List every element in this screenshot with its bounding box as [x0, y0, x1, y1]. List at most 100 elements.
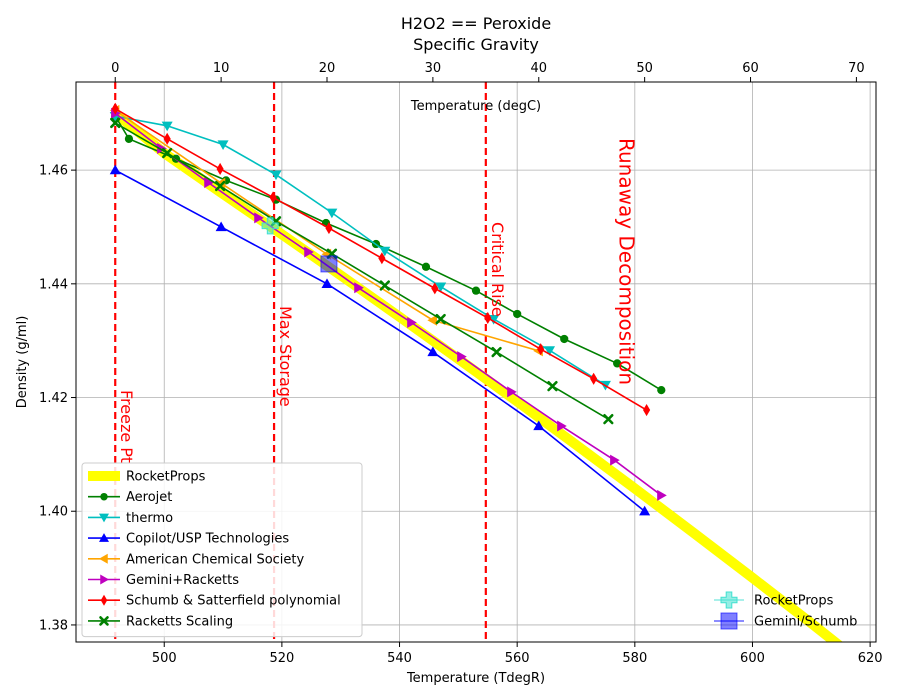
point-marker: [261, 217, 279, 235]
legend-entry: American Chemical Society: [88, 552, 305, 567]
legend-label: Aerojet: [126, 490, 172, 505]
series-line: [115, 115, 606, 386]
data-point: [124, 134, 134, 143]
point-legend-label: Gemini/Schumb: [754, 615, 857, 630]
data-point: [457, 351, 467, 363]
series-line: [114, 112, 662, 496]
y-tick-label: 1.42: [39, 391, 68, 406]
point-legend-marker: [720, 591, 738, 609]
data-point: [603, 413, 614, 425]
data-point: [162, 147, 173, 159]
data-point: [427, 346, 439, 357]
legend-entry: Gemini+Racketts: [88, 573, 239, 588]
series-line: [114, 169, 646, 512]
data-point: [484, 311, 492, 324]
legend-entry: Copilot/USP Technologies: [88, 532, 289, 547]
data-point: [216, 162, 224, 176]
x-tick-label: 520: [269, 651, 294, 666]
data-point: [379, 280, 390, 291]
data-point: [435, 313, 446, 325]
legend-label: thermo: [126, 511, 173, 526]
runaway-annotation: Runaway Decomposition: [614, 138, 638, 385]
legend-marker: [100, 594, 108, 606]
chart-subtitle: Specific Gravity: [413, 35, 539, 54]
series-2: [109, 111, 611, 391]
data-point: [325, 222, 333, 235]
x-tick-label: 560: [505, 651, 530, 666]
top-tick-label: 0: [111, 61, 119, 76]
data-point: [215, 221, 227, 232]
data-point: [639, 505, 651, 516]
y-tick-label: 1.40: [39, 505, 68, 520]
legend-entry: thermo: [88, 511, 173, 526]
top-axis-label: Temperature (degC): [410, 99, 541, 114]
data-point: [163, 132, 171, 145]
point-legend-marker: [720, 612, 738, 630]
y-axis-label: Density (g/ml): [15, 316, 30, 409]
legend-marker: [100, 574, 109, 585]
data-point: [157, 143, 167, 155]
data-point: [215, 177, 226, 189]
data-point: [507, 386, 517, 398]
point-marker: [320, 255, 338, 273]
data-point: [537, 343, 545, 356]
ticks: 500 520 540 560 580 600 6201.381.401.421.441.4…: [39, 61, 882, 666]
legend-entry: Aerojet: [88, 490, 172, 505]
data-point: [304, 246, 314, 258]
data-point: [321, 278, 333, 288]
legend-label: Copilot/USP Technologies: [126, 532, 289, 547]
data-point: [109, 164, 121, 175]
data-point: [407, 316, 417, 328]
data-point: [435, 282, 447, 293]
data-point: [214, 180, 226, 192]
data-point: [513, 309, 522, 319]
data-point: [643, 403, 651, 417]
top-tick-label: 20: [319, 61, 336, 76]
data-point: [217, 140, 229, 151]
legend-label: Schumb & Satterfield polynomial: [126, 594, 341, 609]
legend-entry: RocketProps: [88, 470, 206, 485]
data-point: [613, 359, 622, 368]
data-point: [657, 489, 667, 501]
top-tick-label: 50: [636, 61, 653, 76]
data-point: [111, 102, 119, 115]
x-tick-label: 500: [152, 651, 177, 666]
point-legend-entry: Gemini/Schumb: [714, 612, 857, 630]
x-tick-label: 540: [387, 651, 412, 666]
legend-label: Gemini+Racketts: [126, 573, 239, 588]
y-tick-label: 1.44: [39, 277, 68, 292]
point-legend-entry: RocketProps: [714, 591, 834, 609]
data-point: [590, 372, 598, 385]
top-tick-label: 40: [530, 61, 547, 76]
series-3: [109, 164, 651, 516]
legend-marker: [99, 513, 109, 523]
vline-label: Freeze Pt: [117, 390, 136, 463]
vline-label: Max Storage: [276, 306, 295, 407]
top-tick-label: 10: [213, 61, 230, 76]
data-point: [491, 346, 502, 358]
point-legend: RocketProps Gemini/Schumb: [714, 591, 857, 630]
data-point: [269, 191, 277, 204]
vline-label: Critical Rise: [488, 222, 507, 317]
data-point: [204, 177, 214, 189]
data-point: [610, 454, 620, 466]
data-point: [421, 262, 431, 271]
x-axis-label: Temperature (TdegR): [406, 671, 545, 686]
annotations: Freeze Pt Max Storage Critical Rise Runaway…: [117, 138, 638, 463]
data-point: [560, 334, 569, 344]
data-point: [354, 282, 364, 294]
legend-label: American Chemical Society: [126, 552, 305, 567]
series-7: [110, 117, 614, 425]
data-point: [557, 420, 567, 432]
data-point: [270, 170, 282, 181]
legend-entry: Racketts Scaling: [88, 614, 233, 629]
legend-marker: [100, 492, 108, 501]
data-point: [161, 121, 173, 132]
data-point: [431, 282, 439, 295]
data-point: [378, 252, 386, 265]
legend: RocketProps Aerojet thermo Copilot/USP Tech…: [81, 462, 363, 638]
top-tick-label: 60: [742, 61, 759, 76]
legend-entry: Schumb & Satterfield polynomial: [88, 594, 341, 609]
legend-marker: [99, 616, 109, 626]
series: [109, 102, 844, 642]
